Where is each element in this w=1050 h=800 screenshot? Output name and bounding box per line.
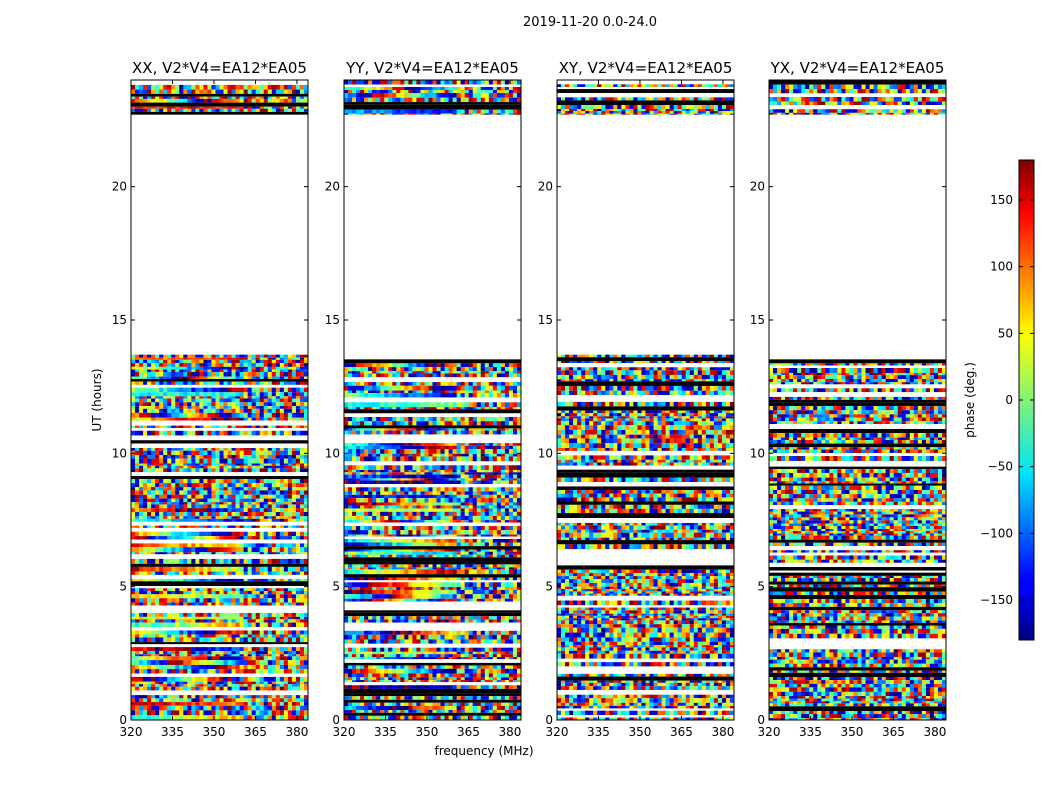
- x-tick-label: 335: [374, 725, 397, 739]
- panel-yx: YX, V2*V4=EA12*EA05 320 335 350 365 380 0 5 10 15…: [750, 59, 947, 739]
- heatmap-xx: [131, 80, 308, 720]
- colorbar-tick-label: −50: [988, 460, 1013, 474]
- panel-xy: XY, V2*V4=EA12*EA05 320 335 350 365 380 0 5 10 15…: [538, 59, 735, 739]
- colorbar-tick-label: 50: [998, 326, 1013, 340]
- colorbar: 150 100 50 0 −50 −100 −150 phase (deg.): [963, 159, 1035, 641]
- y-axis-label: UT (hours): [90, 368, 104, 431]
- y-tick-label: 15: [538, 313, 553, 327]
- axes-frame: [556, 79, 735, 721]
- x-tick-label: 380: [923, 725, 946, 739]
- suptitle: 2019-11-20 0.0-24.0: [523, 15, 657, 30]
- x-tick-label: 365: [670, 725, 693, 739]
- x-tick-label: 350: [629, 725, 652, 739]
- y-tick-label: 5: [757, 580, 765, 594]
- x-tick-label: 365: [457, 725, 480, 739]
- y-tick-label: 15: [112, 313, 127, 327]
- panel-title: YY, V2*V4=EA12*EA05: [345, 59, 519, 77]
- y-tick-label: 10: [538, 446, 553, 460]
- y-tick-label: 10: [112, 446, 127, 460]
- y-tick-label: 20: [538, 180, 553, 194]
- axes-frame: [343, 79, 522, 721]
- heatmap-yy: [344, 80, 521, 720]
- x-tick-label: 365: [244, 725, 267, 739]
- y-tick-label: 20: [750, 180, 765, 194]
- panel-title: XY, V2*V4=EA12*EA05: [559, 59, 733, 77]
- x-tick-label: 335: [799, 725, 822, 739]
- y-tick-label: 5: [545, 580, 553, 594]
- x-axis-label: frequency (MHz): [434, 744, 533, 758]
- x-tick-label: 320: [546, 725, 569, 739]
- colorbar-tick-label: −150: [980, 593, 1013, 607]
- x-tick-label: 335: [161, 725, 184, 739]
- colorbar-tick-label: 100: [990, 260, 1013, 274]
- panel-title: XX, V2*V4=EA12*EA05: [132, 59, 307, 77]
- x-tick-label: 365: [882, 725, 905, 739]
- axes-frame: [130, 79, 309, 721]
- panel-yy: YY, V2*V4=EA12*EA05 320 335 350 365 380 0 5 10 15…: [325, 59, 522, 739]
- y-tick-label: 10: [325, 446, 340, 460]
- y-tick-label: 20: [112, 180, 127, 194]
- y-tick-label: 5: [119, 580, 127, 594]
- x-tick-label: 380: [711, 725, 734, 739]
- y-tick-label: 0: [757, 713, 765, 727]
- x-tick-label: 350: [841, 725, 864, 739]
- x-tick-label: 350: [203, 725, 226, 739]
- panel-xx: XX, V2*V4=EA12*EA05 320 335 350 365 380 0 5 10 15…: [112, 59, 309, 739]
- panels: XX, V2*V4=EA12*EA05 320 335 350 365 380 0 5 10 15…: [112, 59, 947, 739]
- heatmap-yx: [769, 80, 946, 720]
- y-tick-label: 0: [119, 713, 127, 727]
- y-tick-label: 15: [750, 313, 765, 327]
- y-tick-label: 0: [545, 713, 553, 727]
- y-tick-label: 10: [750, 446, 765, 460]
- colorbar-label: phase (deg.): [963, 362, 977, 438]
- colorbar-tick-label: 150: [990, 193, 1013, 207]
- x-tick-label: 320: [120, 725, 143, 739]
- x-tick-label: 380: [285, 725, 308, 739]
- axes-frame: [768, 79, 947, 721]
- colorbar-ticks: 150 100 50 0 −50 −100 −150: [980, 193, 1034, 607]
- x-tick-label: 350: [416, 725, 439, 739]
- y-tick-label: 5: [332, 580, 340, 594]
- x-tick-label: 380: [498, 725, 521, 739]
- y-tick-label: 15: [325, 313, 340, 327]
- x-tick-label: 320: [333, 725, 356, 739]
- x-tick-label: 335: [587, 725, 610, 739]
- colorbar-tick-label: 0: [1005, 393, 1013, 407]
- heatmap-xy: [557, 80, 734, 720]
- panel-title: YX, V2*V4=EA12*EA05: [770, 59, 945, 77]
- x-tick-label: 320: [758, 725, 781, 739]
- y-tick-label: 20: [325, 180, 340, 194]
- colorbar-tick-label: −100: [980, 526, 1013, 540]
- y-tick-label: 0: [332, 713, 340, 727]
